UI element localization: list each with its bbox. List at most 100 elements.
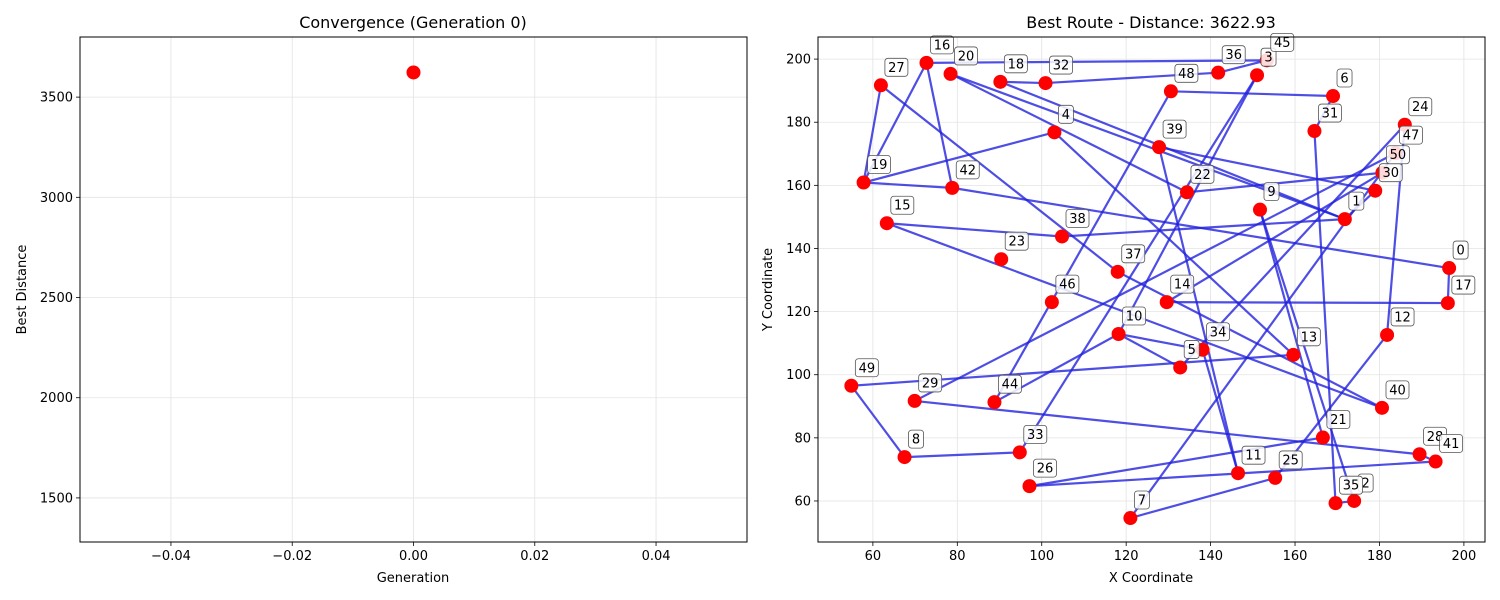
city-label-box: [918, 373, 943, 393]
city-label: 16: [934, 38, 951, 53]
route-segment: [913, 399, 1421, 456]
city-point: [897, 450, 912, 465]
city-label: 31: [1322, 107, 1339, 122]
route-segment: [1129, 476, 1277, 520]
city-point: [1179, 185, 1194, 200]
city-point: [1022, 479, 1037, 494]
route-y-tick-label: 100: [786, 368, 811, 383]
city-label-box: [1065, 209, 1090, 228]
city-label-box: [1058, 104, 1074, 124]
city-label-box: [1033, 458, 1057, 478]
city-label-box: [1122, 306, 1146, 326]
route-segment: [1169, 90, 1335, 98]
city-label: 35: [1343, 479, 1360, 494]
city-point: [1163, 84, 1178, 99]
route-segment: [879, 84, 1119, 273]
city-label: 2: [1361, 476, 1369, 491]
city-label: 1: [1352, 195, 1360, 210]
city-label: 22: [1194, 168, 1211, 183]
route-segment: [1028, 436, 1324, 488]
city-label-box: [1174, 63, 1199, 83]
city-point: [1111, 327, 1126, 342]
city-point: [1123, 511, 1138, 526]
city-point: [1047, 125, 1062, 140]
city-point: [993, 74, 1008, 89]
route-title: Best Route - Distance: 3622.93: [1026, 13, 1276, 32]
city-label: 42: [959, 163, 976, 178]
city-label-box: [1439, 434, 1464, 453]
city-point: [1337, 212, 1352, 227]
route-segment: [1165, 171, 1384, 304]
convergence-point: [406, 65, 421, 80]
route-y-tick-label: 180: [786, 116, 811, 131]
city-point: [987, 395, 1002, 410]
city-label: 11: [1245, 449, 1262, 464]
city-label-box: [1386, 145, 1410, 165]
city-label-box: [1263, 182, 1280, 202]
city-label: 25: [1282, 453, 1299, 468]
city-label: 19: [871, 158, 888, 173]
route-segment: [1217, 59, 1268, 74]
city-label-box: [1241, 445, 1266, 465]
city-label: 8: [912, 433, 920, 448]
city-label-box: [854, 358, 879, 378]
route-segment: [862, 131, 1056, 184]
city-label-box: [1162, 119, 1187, 139]
city-label: 21: [1330, 413, 1347, 428]
city-label: 34: [1210, 325, 1227, 340]
city-point: [1211, 65, 1226, 80]
city-label: 7: [1138, 494, 1146, 509]
route-y-tick-label: 160: [786, 179, 811, 194]
city-label-box: [1336, 68, 1353, 88]
city-label: 41: [1443, 437, 1460, 452]
city-label: 38: [1069, 212, 1086, 227]
city-label: 20: [958, 49, 975, 64]
city-point: [1307, 124, 1322, 139]
convergence-marks: [406, 65, 421, 80]
city-point: [1110, 264, 1125, 279]
convergence-chart: −0.04 −0.02 0.00 0.02 0.04 1500 2000 2500 3000 35…: [15, 13, 748, 586]
city-label-box: [1390, 307, 1415, 327]
city-point: [1315, 430, 1330, 445]
city-point: [1152, 140, 1167, 155]
city-label: 30: [1382, 166, 1399, 181]
city-label-box: [1190, 164, 1215, 184]
route-segment: [1258, 208, 1356, 503]
route-y-tick-label: 200: [786, 53, 811, 68]
city-label: 48: [1178, 67, 1195, 82]
route-x-tick-label: 120: [1114, 549, 1139, 564]
city-point: [1428, 454, 1443, 469]
city-label-box: [1278, 450, 1303, 470]
city-label: 3: [1264, 51, 1272, 66]
city-point: [1347, 493, 1362, 508]
city-label: 4: [1062, 108, 1070, 123]
convergence-x-tick-label: −0.02: [272, 549, 312, 564]
convergence-x-tick-label: 0.00: [399, 549, 428, 564]
city-label-box: [1260, 47, 1277, 67]
city-label-box: [1270, 32, 1295, 52]
city-label: 29: [922, 376, 939, 391]
city-label-box: [1121, 244, 1146, 264]
route-segment: [885, 222, 1064, 238]
route-segment: [850, 384, 906, 459]
route-grid: [818, 37, 1485, 542]
city-label: 45: [1274, 36, 1291, 51]
city-point: [1368, 183, 1383, 198]
city-label-box: [1399, 125, 1423, 145]
city-point: [1412, 447, 1427, 462]
route-x-tick-label: 60: [865, 549, 882, 564]
city-point: [1442, 261, 1457, 276]
city-label: 49: [859, 361, 876, 376]
route-segment: [1157, 146, 1240, 475]
route-y-tick-label: 140: [786, 242, 811, 257]
city-point: [943, 66, 958, 81]
route-x-tick-label: 80: [949, 549, 966, 564]
convergence-x-tick-label: 0.02: [520, 549, 549, 564]
convergence-x-tick-label: −0.04: [151, 549, 191, 564]
city-point: [879, 216, 894, 231]
city-label-box: [955, 160, 980, 180]
city-point: [1038, 76, 1053, 91]
city-label-box: [1221, 45, 1246, 65]
city-label: 28: [1427, 430, 1444, 445]
